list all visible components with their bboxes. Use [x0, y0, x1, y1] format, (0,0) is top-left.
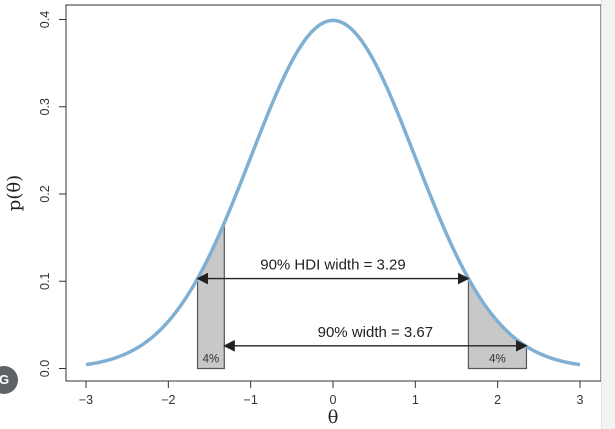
x-tick-label: 1: [412, 393, 419, 407]
x-tick-label: −3: [79, 393, 93, 407]
y-tick-label: 0.0: [38, 360, 52, 377]
y-tick-label: 0.2: [38, 185, 52, 202]
tail-label-2: 4%: [489, 354, 506, 366]
scrollbar-track[interactable]: [601, 0, 615, 429]
app-badge-icon[interactable]: G: [0, 366, 18, 394]
annotation-label-2: 90% width = 3.67: [318, 324, 434, 341]
x-tick-label: 2: [494, 393, 501, 407]
y-tick-label: 0.1: [38, 273, 52, 290]
x-tick-label: 3: [577, 393, 584, 407]
x-axis-label: θ: [328, 407, 339, 428]
tail-region-1: [196, 222, 225, 370]
density-curve: [85, 18, 581, 367]
x-tick-label: −2: [161, 393, 175, 407]
tail-label-1: 4%: [203, 354, 220, 366]
y-tick-label: 0.3: [38, 98, 52, 115]
x-tick-label: −1: [244, 393, 258, 407]
y-tick-label: 0.4: [38, 11, 52, 28]
y-axis-label: p(θ): [4, 175, 25, 211]
x-tick-label: 0: [330, 393, 337, 407]
annotation-label-1: 90% HDI width = 3.29: [260, 257, 406, 274]
